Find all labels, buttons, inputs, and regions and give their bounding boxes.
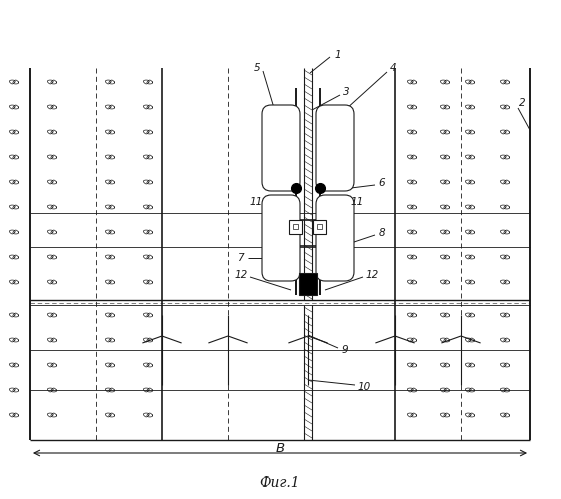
Text: Фиг.1: Фиг.1: [260, 476, 300, 490]
Text: 1: 1: [335, 50, 341, 60]
Text: 12: 12: [365, 270, 379, 280]
Text: 11: 11: [351, 197, 364, 207]
FancyBboxPatch shape: [262, 105, 300, 191]
Text: 6: 6: [379, 178, 385, 188]
FancyBboxPatch shape: [262, 195, 300, 281]
FancyBboxPatch shape: [316, 195, 354, 281]
FancyBboxPatch shape: [316, 105, 354, 191]
Text: 10: 10: [357, 382, 371, 392]
Text: 9: 9: [342, 345, 348, 355]
Text: 7: 7: [237, 253, 243, 263]
Bar: [293, 224, 298, 229]
Text: 11: 11: [250, 197, 263, 207]
Text: 12: 12: [234, 270, 247, 280]
Bar: [289, 220, 302, 234]
Text: 5: 5: [254, 63, 260, 73]
Text: 4: 4: [390, 63, 396, 73]
Bar: [299, 273, 317, 295]
Text: 3: 3: [343, 87, 350, 97]
Text: 8: 8: [379, 228, 385, 238]
Text: B: B: [275, 442, 284, 455]
Bar: [317, 224, 322, 229]
Bar: [314, 220, 327, 234]
Text: 2: 2: [519, 98, 525, 108]
